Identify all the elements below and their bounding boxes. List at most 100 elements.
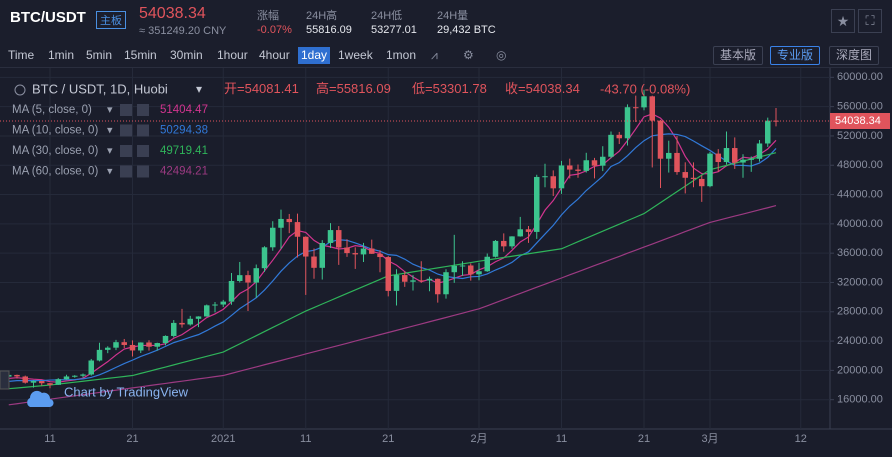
candle-body <box>303 236 309 257</box>
candle-body <box>410 280 416 282</box>
candle-body <box>63 376 70 380</box>
stat-label: 24H高 <box>306 10 338 22</box>
candle-body <box>187 318 193 325</box>
interval-button[interactable]: 1min <box>48 48 75 62</box>
ma-line <box>8 204 777 406</box>
badge[interactable]: 主板 <box>96 11 126 29</box>
ohlc-value: 53301.78 <box>433 81 487 96</box>
stat-value: 53277.01 <box>371 24 417 36</box>
candle-body <box>418 280 424 282</box>
ohlc-label: 低= <box>412 81 433 96</box>
candle-body <box>72 375 78 377</box>
candle-body <box>501 240 507 247</box>
y-tick-label: 40000.00 <box>837 218 883 230</box>
candle-body <box>666 152 672 159</box>
candle-body <box>105 347 111 350</box>
interval-button[interactable]: 1day <box>298 47 331 64</box>
candle-body <box>129 344 136 351</box>
symbol: BTC/USDT <box>10 9 86 26</box>
ma-legend-value: 42494.21 <box>160 166 208 178</box>
candle-body <box>468 265 474 275</box>
price: 54038.34 <box>139 5 206 22</box>
ma-settings-icon <box>120 124 132 137</box>
stat-label: 涨幅 <box>257 10 279 22</box>
candle-body <box>534 176 540 232</box>
tv-logo <box>27 390 54 408</box>
ma-settings-icon <box>120 165 132 178</box>
candle-body <box>732 148 738 163</box>
candle-body <box>96 349 103 361</box>
candle-body <box>171 322 177 336</box>
fullscreen-button[interactable]: ⛶ <box>858 9 882 33</box>
candle-body <box>344 247 350 254</box>
candle-body <box>690 177 697 179</box>
ohlc-label: 收= <box>505 81 526 96</box>
ma-legend-value: 50294.38 <box>160 125 208 137</box>
candle-body <box>294 222 301 237</box>
last-price-label: 54038.34 <box>835 115 881 127</box>
interval-button[interactable]: 1mon <box>386 48 417 62</box>
interval-button[interactable]: 15min <box>124 48 157 62</box>
candle-body <box>567 165 573 170</box>
stat-value: -0.07% <box>257 24 292 36</box>
y-tick-label: 20000.00 <box>837 364 883 376</box>
screenshot-icon[interactable]: ◎ <box>496 48 507 62</box>
favorite-button[interactable]: ★ <box>831 9 855 33</box>
indicator-icon[interactable]: ⩘ <box>431 48 438 62</box>
candle-body <box>146 342 152 347</box>
candle-body <box>311 256 317 268</box>
candle-body <box>402 275 408 282</box>
interval-button[interactable]: 1hour <box>217 48 248 62</box>
candle-body <box>88 360 94 375</box>
x-tick-label: 21 <box>382 433 394 445</box>
watermark: Chart by TradingView <box>64 384 189 399</box>
candle-body <box>228 281 235 302</box>
ma-legend-name: MA (5, close, 0) <box>12 104 92 116</box>
ma-remove-icon <box>137 145 149 157</box>
ma-legend-caret: ▾ <box>107 145 113 157</box>
candle-body <box>204 305 210 317</box>
interval-button[interactable]: 5min <box>86 48 113 62</box>
ma-line <box>8 152 777 390</box>
ma-legend-name: MA (30, close, 0) <box>12 145 98 157</box>
x-tick-label: 2021 <box>211 433 235 445</box>
cny-price: ≈ 351249.20 CNY <box>139 25 227 37</box>
ma-remove-icon <box>137 104 149 116</box>
ma-remove-icon <box>137 165 149 178</box>
interval-button[interactable]: 30min <box>170 48 203 62</box>
candle-body <box>121 342 127 345</box>
view-button[interactable]: 基本版 <box>713 46 764 65</box>
y-tick-label: 48000.00 <box>837 159 883 171</box>
candle-body <box>426 278 433 281</box>
candle-body <box>723 148 730 163</box>
view-button[interactable]: 深度图 <box>829 46 880 65</box>
ma-line <box>8 113 777 383</box>
header: BTC/USDT 主板 54038.34 ≈ 351249.20 CNY ★ ⛶… <box>0 0 892 46</box>
candle-body <box>80 374 86 376</box>
candle-body <box>179 322 185 325</box>
interval-button[interactable]: Time <box>8 48 35 62</box>
candle-body <box>113 342 119 348</box>
candle-body <box>138 342 144 351</box>
candle-body <box>674 152 680 173</box>
interval-button[interactable]: 1week <box>338 48 373 62</box>
candle-body <box>699 178 705 187</box>
stat-label: 24H低 <box>371 10 403 22</box>
candle-body <box>30 381 37 383</box>
settings-icon[interactable]: ⚙ <box>463 48 474 62</box>
stat-value: 55816.09 <box>306 24 352 36</box>
interval-button[interactable]: 4hour <box>259 48 290 62</box>
candle-body <box>591 160 598 166</box>
x-tick-label: 11 <box>300 433 311 445</box>
candle-body <box>608 134 614 157</box>
legend-caret: ▾ <box>196 82 202 96</box>
candle-body <box>55 379 61 385</box>
candle-body <box>600 156 606 166</box>
ma-legend-caret: ▾ <box>107 165 113 177</box>
scroll-button <box>0 370 10 390</box>
candle-body <box>657 120 664 159</box>
view-button[interactable]: 专业版 <box>770 46 821 65</box>
ma-legend-caret: ▾ <box>107 104 113 116</box>
candle-body <box>624 107 631 139</box>
